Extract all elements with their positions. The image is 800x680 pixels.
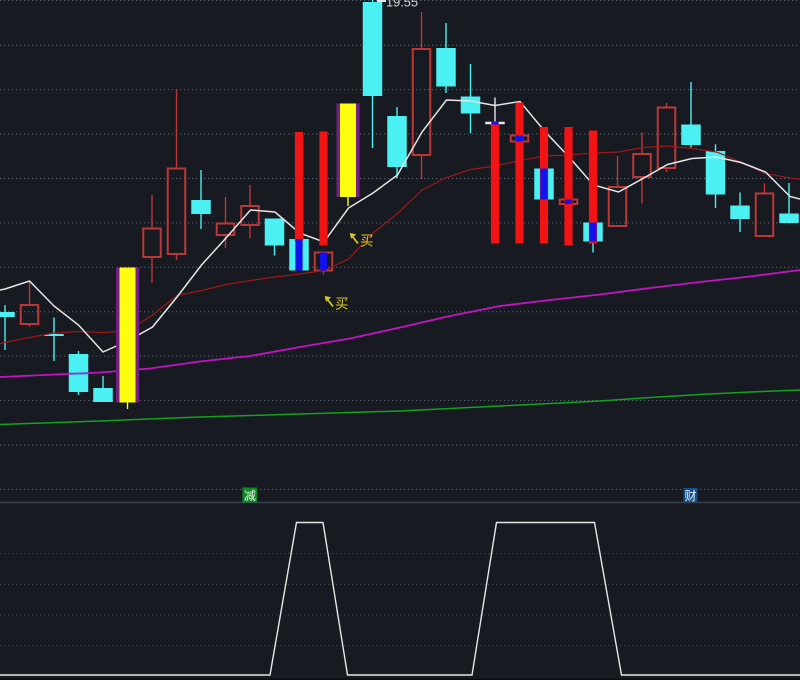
svg-text:买: 买 (360, 234, 374, 249)
svg-text:19.55: 19.55 (386, 0, 418, 10)
svg-text:财: 财 (685, 489, 697, 503)
svg-text:减: 减 (244, 489, 256, 503)
svg-text:买: 买 (335, 297, 349, 312)
